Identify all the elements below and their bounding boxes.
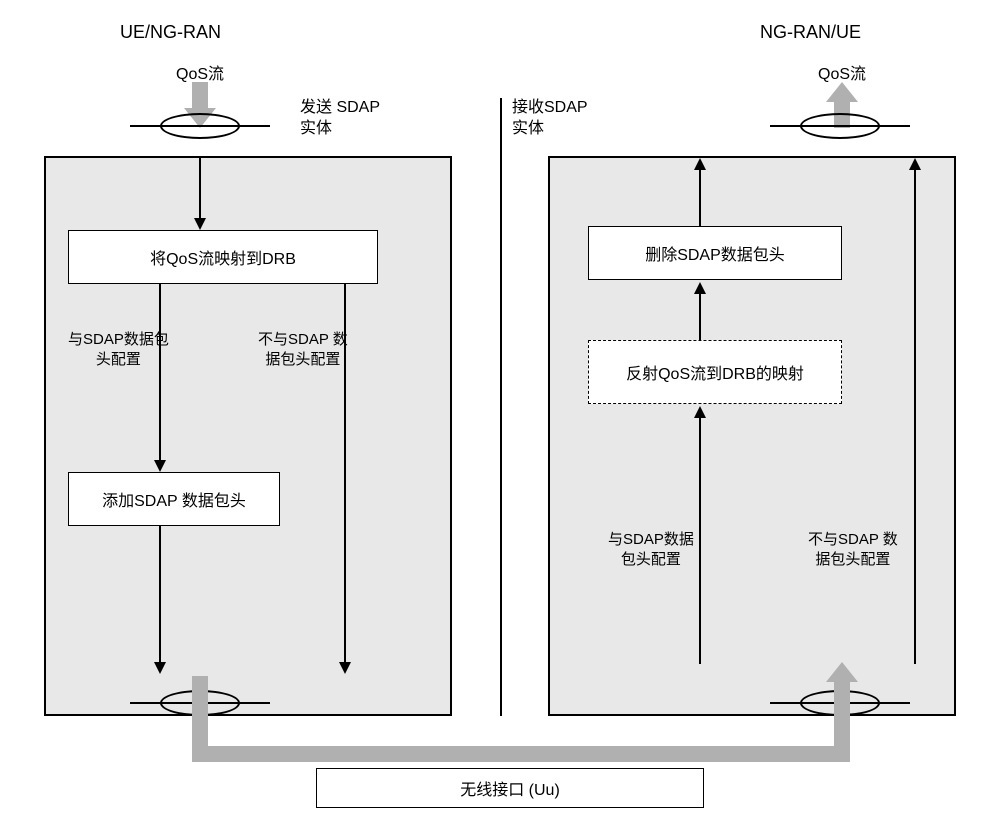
send-entity-label: 发送 SDAP 实体 [300, 98, 380, 140]
left-arrow3-head [154, 662, 166, 674]
right-bottom-arrow1-head [694, 406, 706, 418]
qos-right-label: QoS流 [818, 60, 866, 84]
right-top-arrow1-line [699, 168, 701, 226]
reflect-box: 反射QoS流到DRB的映射 [588, 340, 842, 404]
left-arrow1-line [199, 156, 201, 220]
right-top-arrow1-head [694, 158, 706, 170]
pipe-right-up [834, 676, 850, 754]
right-mid-arrow-line [699, 292, 701, 340]
left-top-ellipse [160, 113, 240, 139]
map-qos-box: 将QoS流映射到DRB [68, 230, 378, 284]
right-top-ellipse [800, 113, 880, 139]
recv-entity-label: 接收SDAP 实体 [512, 98, 588, 140]
right-long-arrow-line [914, 168, 916, 664]
left-arrow2a-head [154, 460, 166, 472]
center-divider [500, 98, 502, 716]
left-arrow1-head [194, 218, 206, 230]
left-arrow2a-line [159, 284, 161, 462]
header-right: NG-RAN/UE [760, 22, 861, 43]
del-sdap-box: 删除SDAP数据包头 [588, 226, 842, 280]
add-sdap-box: 添加SDAP 数据包头 [68, 472, 280, 526]
right-mid-arrow-head [694, 282, 706, 294]
right-bottom-arrow1-line [699, 416, 701, 664]
uu-interface-box: 无线接口 (Uu) [316, 768, 704, 808]
left-with-header-label: 与SDAP数据包 头配置 [68, 330, 169, 369]
left-arrow2b-head [339, 662, 351, 674]
qos-left-label: QoS流 [176, 60, 224, 84]
pipe-left-down [192, 676, 208, 754]
pipe-arrow-up-icon [826, 662, 858, 682]
pipe-horizontal [192, 746, 850, 762]
left-arrow3-line [159, 526, 161, 664]
header-left: UE/NG-RAN [120, 22, 221, 43]
right-without-header-label: 不与SDAP 数 据包头配置 [808, 530, 898, 569]
right-with-header-label: 与SDAP数据 包头配置 [608, 530, 694, 569]
left-without-header-label: 不与SDAP 数 据包头配置 [258, 330, 348, 369]
right-long-arrow-head [909, 158, 921, 170]
